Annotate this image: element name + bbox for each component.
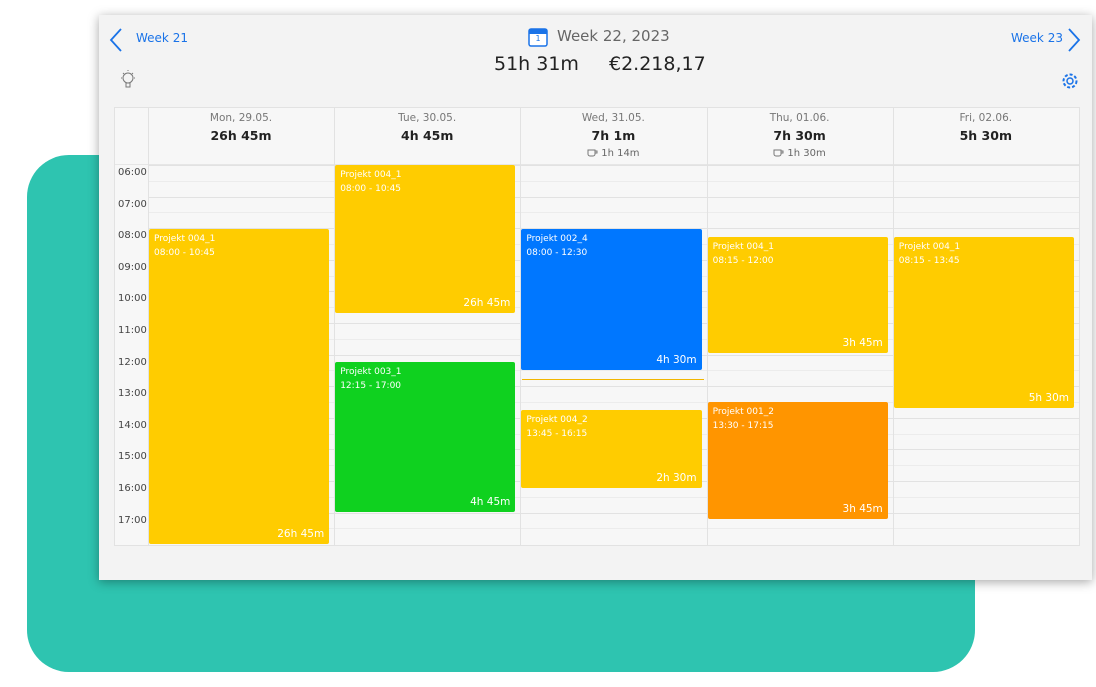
time-label: 11:00 bbox=[118, 325, 147, 336]
break-time: 1h 30m bbox=[787, 148, 826, 159]
event[interactable]: Projekt 004_1 08:15 - 12:00 3h 45m bbox=[707, 237, 888, 353]
time-label: 13:00 bbox=[118, 388, 147, 400]
time-label: 07:00 bbox=[118, 198, 147, 210]
day-total: 4h 45m bbox=[401, 128, 454, 143]
hour-line bbox=[148, 165, 1079, 166]
event-title: Projekt 004_1 bbox=[154, 234, 216, 244]
half-hour-line bbox=[148, 212, 1079, 214]
current-time-line bbox=[522, 379, 704, 380]
day-date: Tue, 30.05. bbox=[398, 112, 457, 124]
header-line bbox=[115, 164, 1079, 165]
event[interactable]: Projekt 004_1 08:00 - 10:45 26h 45m bbox=[149, 229, 330, 544]
day-total: 7h 30m bbox=[773, 128, 826, 143]
calendar-grid: 06:00 07:00 08:00 09:00 10:00 11:00 12:00 13:00… bbox=[114, 107, 1080, 546]
event[interactable]: Projekt 004_1 08:00 - 10:45 26h 45m bbox=[335, 165, 516, 313]
event-duration: 5h 30m bbox=[1028, 392, 1069, 404]
time-label: 08:00 bbox=[118, 230, 147, 242]
break-time: 1h 14m bbox=[601, 148, 640, 159]
event[interactable]: Projekt 003_1 12:15 - 17:00 4h 45m bbox=[335, 362, 516, 512]
time-label: 10:00 bbox=[118, 293, 147, 305]
event-duration: 26h 45m bbox=[277, 528, 325, 540]
event-duration: 3h 45m bbox=[842, 503, 883, 515]
event-title: Projekt 004_1 bbox=[898, 242, 961, 252]
half-hour-line bbox=[148, 402, 1079, 403]
calendar-icon bbox=[528, 28, 548, 47]
day-total: 5h 30m bbox=[959, 128, 1012, 143]
total-hours: 51h 31m bbox=[494, 53, 579, 75]
hour-line bbox=[148, 512, 1079, 514]
event-time: 08:15 - 12:00 bbox=[712, 256, 774, 266]
event[interactable]: Projekt 004_2 13:45 - 16:15 2h 30m bbox=[521, 410, 702, 488]
time-label: 12:00 bbox=[118, 356, 147, 368]
event-title: Projekt 002_4 bbox=[526, 234, 588, 244]
event-title: Projekt 004_1 bbox=[712, 242, 774, 252]
time-label: 14:00 bbox=[118, 419, 147, 431]
prev-arrow[interactable] bbox=[108, 27, 124, 53]
event-title: Projekt 001_2 bbox=[712, 407, 774, 417]
time-column-line bbox=[148, 108, 149, 545]
time-label: 15:00 bbox=[118, 451, 147, 463]
event-duration: 4h 45m bbox=[470, 496, 511, 508]
day-date: Thu, 01.06. bbox=[769, 112, 830, 124]
calendar-icon-day: 1 bbox=[535, 34, 541, 43]
event-title: Projekt 003_1 bbox=[340, 367, 402, 377]
event-time: 13:45 - 16:15 bbox=[526, 429, 588, 439]
half-hour-line bbox=[148, 370, 1079, 372]
event[interactable]: Projekt 001_2 13:30 - 17:15 3h 45m bbox=[707, 402, 888, 519]
day-date: Wed, 31.05. bbox=[581, 112, 645, 124]
cup-icon bbox=[773, 149, 784, 157]
event-time: 08:00 - 10:45 bbox=[340, 184, 402, 194]
day-date: Fri, 02.06. bbox=[959, 112, 1013, 124]
cup-icon bbox=[587, 149, 598, 157]
half-hour-line bbox=[148, 528, 1079, 530]
half-hour-line bbox=[148, 180, 1079, 182]
day-break: 1h 30m bbox=[707, 147, 893, 159]
event[interactable]: Projekt 004_1 08:15 - 13:45 5h 30m bbox=[893, 237, 1074, 408]
hour-line bbox=[148, 228, 1079, 230]
next-arrow[interactable] bbox=[1066, 27, 1082, 53]
next-week[interactable]: Week 23 bbox=[1011, 31, 1063, 45]
day-total: 7h 1m bbox=[591, 128, 636, 143]
settings-icon[interactable] bbox=[1060, 71, 1080, 91]
time-label: 17:00 bbox=[118, 514, 147, 526]
event-time: 13:30 - 17:15 bbox=[712, 421, 774, 431]
day-line bbox=[706, 108, 708, 545]
event-time: 08:00 - 12:30 bbox=[526, 248, 588, 258]
hour-line bbox=[148, 196, 1079, 198]
event-duration: 26h 45m bbox=[463, 297, 511, 309]
day-line bbox=[520, 108, 522, 545]
event-duration: 4h 30m bbox=[656, 354, 697, 366]
event-time: 12:15 - 17:00 bbox=[340, 381, 402, 391]
week-title: Week 22, 2023 bbox=[557, 27, 670, 45]
time-label: 06:00 bbox=[118, 167, 147, 178]
time-label: 09:00 bbox=[118, 261, 147, 273]
hour-line bbox=[148, 386, 1079, 388]
half-hour-line bbox=[148, 496, 1079, 498]
window: Week 21 1 Week 22, 2023 51h 31m €2.218,1… bbox=[99, 15, 1092, 580]
event-time: 08:00 - 10:45 bbox=[154, 248, 215, 258]
event-duration: 2h 30m bbox=[656, 472, 697, 484]
event-duration: 3h 45m bbox=[842, 337, 883, 349]
day-line bbox=[892, 108, 894, 545]
day-line bbox=[334, 108, 336, 545]
bulb-icon[interactable] bbox=[119, 69, 137, 91]
day-total: 26h 45m bbox=[210, 128, 272, 143]
prev-week[interactable]: Week 21 bbox=[136, 31, 188, 45]
total-amount: €2.218,17 bbox=[609, 53, 706, 75]
day-date: Mon, 29.05. bbox=[209, 112, 273, 124]
event[interactable]: Projekt 002_4 08:00 - 12:30 4h 30m bbox=[521, 229, 702, 370]
event-title: Projekt 004_1 bbox=[340, 170, 402, 180]
time-label: 16:00 bbox=[118, 483, 147, 494]
day-break: 1h 14m bbox=[520, 147, 706, 159]
event-title: Projekt 004_2 bbox=[526, 415, 588, 425]
event-time: 08:15 - 13:45 bbox=[898, 256, 960, 266]
